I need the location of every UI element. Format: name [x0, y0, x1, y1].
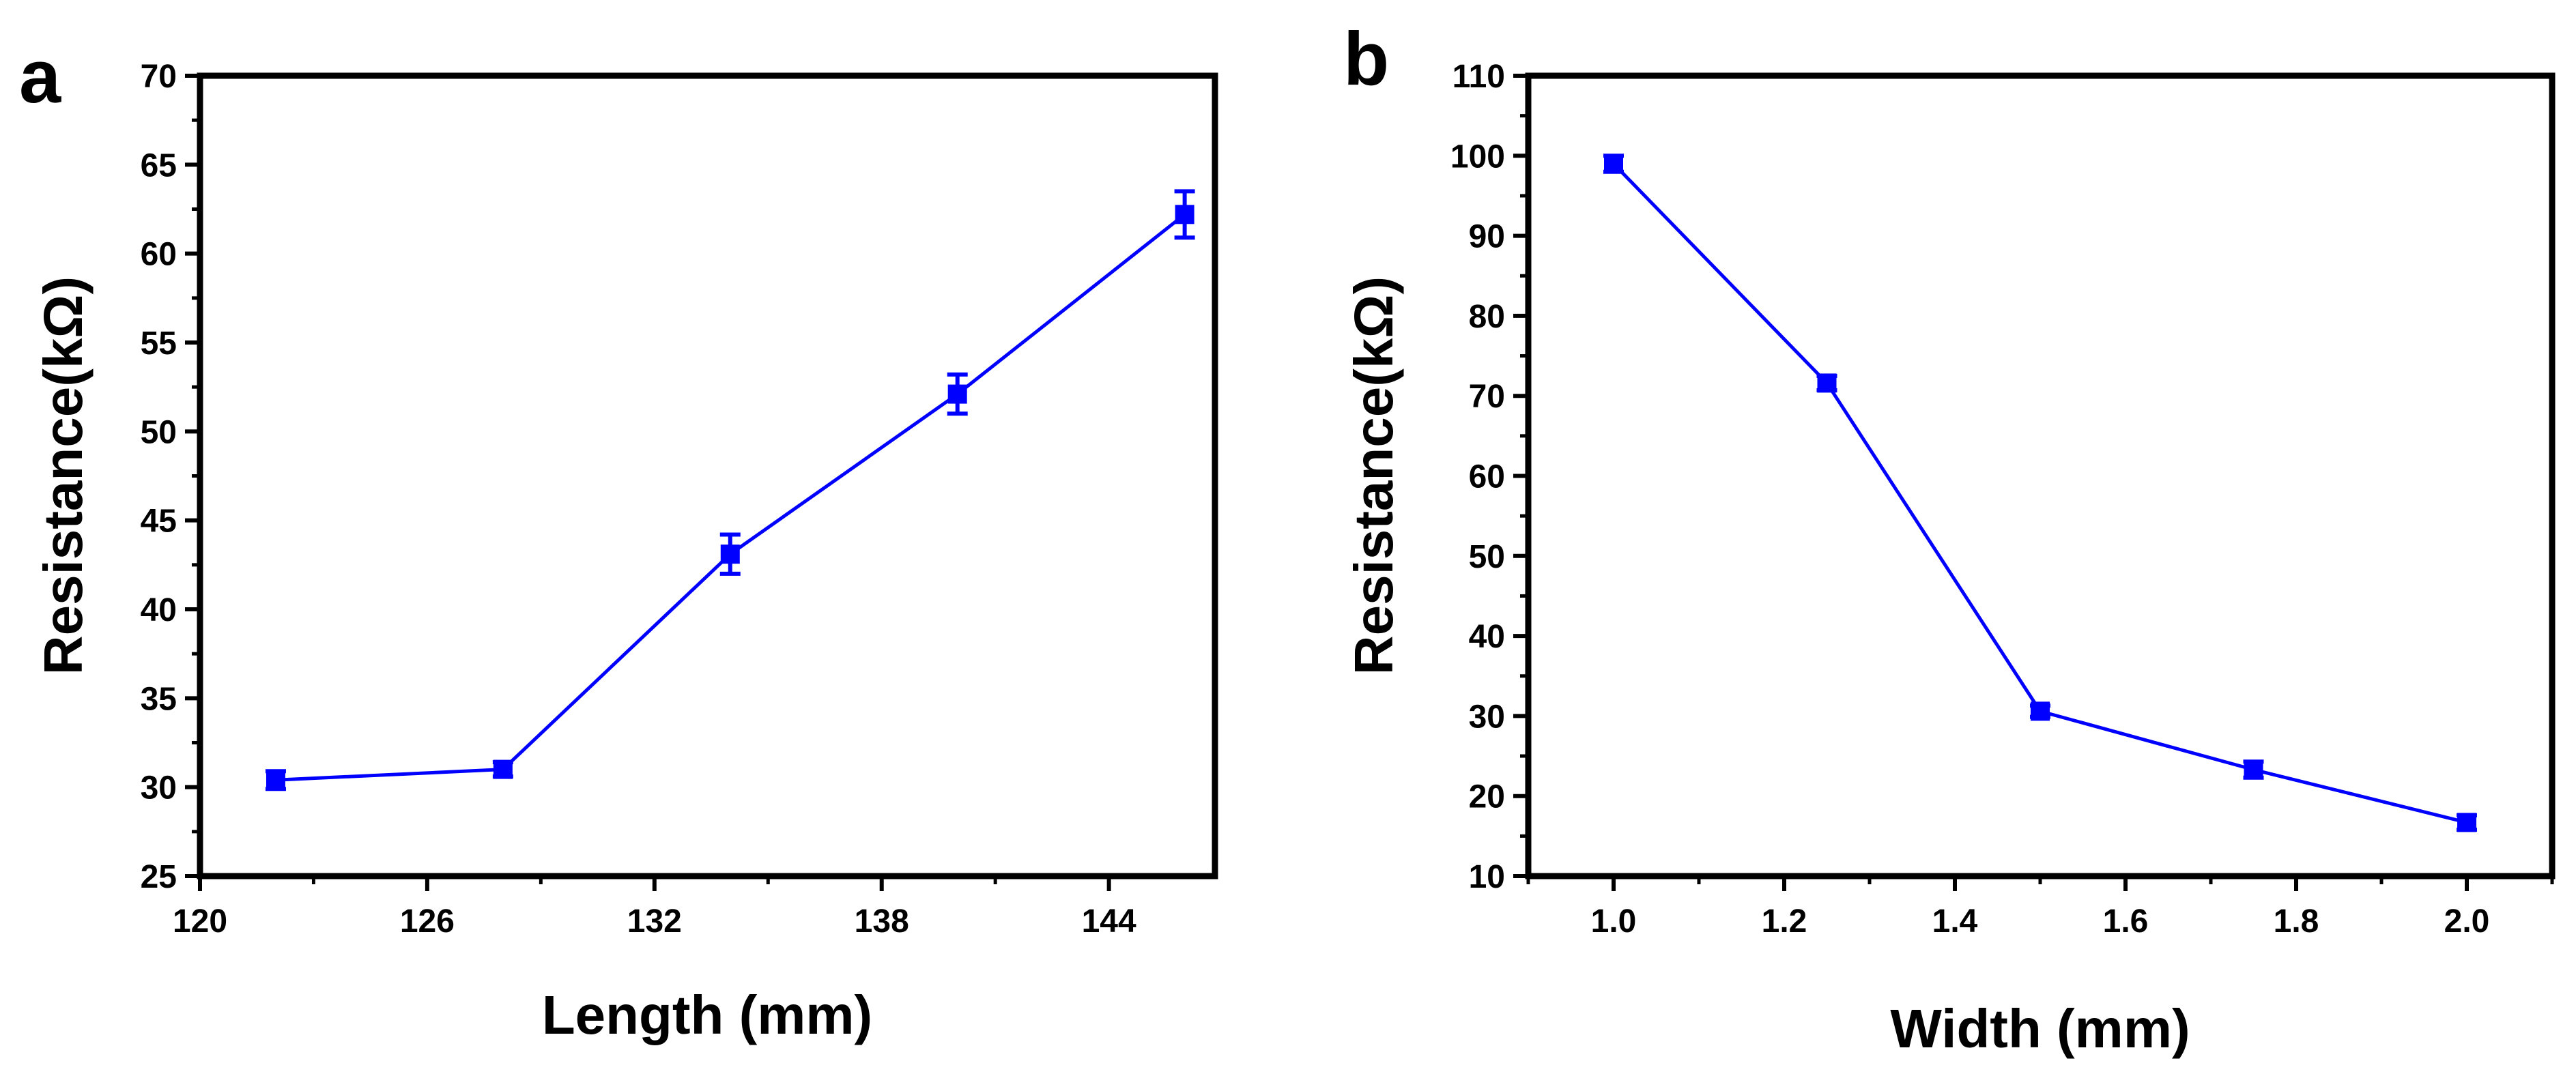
panel-b-y-ticks: 10 20 30 40 50 60 70 80 90 100 110	[1450, 59, 1528, 895]
y-tick-label: 35	[141, 681, 177, 717]
panel-a-x-axis-title: Length (mm)	[542, 985, 872, 1045]
panel-a-y-ticks: 25 30 35 40 45 50 55 60 65 70	[141, 59, 200, 895]
y-tick-label: 90	[1469, 219, 1505, 255]
y-tick-label: 40	[141, 592, 177, 628]
panel-a-x-ticks: 120 126 132 138 144	[173, 876, 1136, 940]
y-tick-label: 50	[141, 414, 177, 450]
y-tick-label: 40	[1469, 619, 1505, 655]
data-point-marker	[1604, 154, 1623, 174]
x-tick-label: 1.8	[2274, 903, 2319, 940]
panel-a-letter: a	[19, 35, 61, 119]
y-tick-label: 30	[141, 770, 177, 806]
y-tick-label: 65	[141, 147, 177, 184]
x-tick-label: 1.2	[1762, 903, 1807, 940]
x-tick-label: 144	[1082, 903, 1136, 940]
series-line	[1612, 162, 2467, 824]
data-point-marker	[947, 384, 967, 404]
series-line	[275, 213, 1186, 782]
data-point-marker	[2031, 701, 2050, 721]
y-tick-label: 50	[1469, 539, 1505, 575]
panel-b-x-axis-title: Width (mm)	[1890, 998, 2190, 1059]
x-tick-label: 132	[627, 903, 682, 940]
y-tick-label: 30	[1469, 699, 1505, 735]
y-tick-label: 10	[1469, 859, 1505, 895]
data-point-marker	[2457, 813, 2476, 832]
y-tick-label: 20	[1469, 779, 1505, 815]
x-tick-label: 138	[855, 903, 909, 940]
data-point-marker	[266, 770, 285, 790]
x-tick-label: 1.6	[2103, 903, 2149, 940]
y-tick-label: 60	[141, 237, 177, 273]
panel-a: a 25 30 35 40 45 50 55 60 65 70 120 126 132 138 144 L…	[19, 35, 1218, 1045]
data-point-marker	[1175, 205, 1194, 224]
x-tick-label: 1.4	[1932, 903, 1978, 940]
y-tick-label: 100	[1450, 139, 1505, 175]
data-point-marker	[1817, 373, 1837, 393]
x-tick-label: 1.0	[1591, 903, 1637, 940]
panel-b-y-axis-title: Resistance(kΩ)	[1343, 276, 1404, 675]
y-tick-label: 55	[141, 325, 177, 362]
panel-b-series	[1603, 154, 2477, 832]
x-tick-label: 126	[400, 903, 455, 940]
panel-a-series	[265, 189, 1195, 791]
y-tick-label: 70	[1469, 379, 1505, 415]
y-tick-label: 80	[1469, 299, 1505, 335]
data-point-marker	[493, 759, 513, 779]
x-tick-label: 120	[173, 903, 227, 940]
panel-a-y-axis-title: Resistance(kΩ)	[33, 276, 94, 675]
panel-b-x-ticks: 1.0 1.2 1.4 1.6 1.8 2.0	[1526, 876, 2554, 940]
y-tick-label: 25	[141, 859, 177, 895]
y-tick-label: 70	[141, 59, 177, 95]
data-point-marker	[2244, 759, 2263, 779]
y-tick-label: 45	[141, 504, 177, 540]
data-point-marker	[720, 544, 740, 564]
panel-b-letter: b	[1343, 17, 1389, 101]
panel-a-plot-frame	[197, 72, 1218, 879]
x-tick-label: 2.0	[2444, 903, 2490, 940]
panel-b-plot-frame	[1525, 72, 2556, 879]
y-tick-label: 60	[1469, 459, 1505, 495]
y-tick-label: 110	[1452, 59, 1505, 95]
